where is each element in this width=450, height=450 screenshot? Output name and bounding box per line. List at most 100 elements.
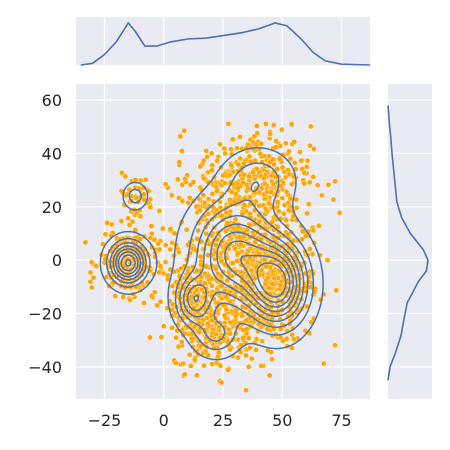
scatter-point <box>240 334 246 341</box>
scatter-point <box>245 185 251 191</box>
scatter-point <box>175 176 181 183</box>
scatter-point <box>157 298 164 305</box>
scatter-point <box>187 363 194 369</box>
scatter-point <box>243 352 249 359</box>
scatter-point <box>258 185 265 192</box>
scatter-point <box>251 275 258 282</box>
scatter-point <box>228 146 234 153</box>
scatter-point <box>247 255 253 262</box>
scatter-point <box>281 168 288 175</box>
scatter-point <box>178 265 184 272</box>
scatter-point <box>246 153 253 160</box>
scatter-point <box>205 196 212 202</box>
x-tick-label: 50 <box>272 411 292 430</box>
scatter-point <box>282 140 289 147</box>
scatter-point <box>330 196 337 203</box>
scatter-point <box>158 334 165 340</box>
scatter-point <box>233 308 239 314</box>
scatter-point <box>160 323 167 330</box>
scatter-point <box>228 162 234 168</box>
scatter-point <box>185 199 191 206</box>
scatter-point <box>262 281 269 288</box>
right-marginal-panel <box>387 84 432 399</box>
scatter-point <box>141 300 147 306</box>
scatter-point <box>333 287 340 294</box>
scatter-point <box>112 293 119 299</box>
scatter-point <box>293 204 300 211</box>
scatter-point <box>162 181 169 187</box>
scatter-point <box>176 159 183 165</box>
scatter-point <box>102 231 109 238</box>
scatter-point <box>156 208 163 214</box>
y-axis-tick-labels: −40 −20 0 20 40 60 <box>28 91 62 377</box>
scatter-point <box>223 228 229 234</box>
scatter-point <box>87 278 94 285</box>
scatter-point <box>291 160 298 166</box>
scatter-point <box>190 246 196 252</box>
scatter-point <box>197 207 203 214</box>
scatter-point <box>209 162 216 169</box>
scatter-point <box>263 121 269 127</box>
scatter-point <box>213 266 219 273</box>
scatter-point <box>277 282 284 289</box>
scatter-point <box>225 326 232 333</box>
scatter-point <box>224 277 231 284</box>
scatter-point <box>306 179 313 186</box>
scatter-point <box>156 246 163 253</box>
scatter-point <box>217 141 223 147</box>
scatter-point <box>193 203 200 210</box>
scatter-point <box>263 263 269 270</box>
scatter-point <box>301 180 308 187</box>
scatter-point <box>253 165 260 172</box>
scatter-point <box>197 163 204 170</box>
scatter-point <box>314 182 321 188</box>
x-tick-label: 0 <box>159 411 169 430</box>
scatter-point <box>286 171 293 178</box>
scatter-point <box>175 249 182 256</box>
scatter-point <box>225 367 231 373</box>
scatter-point <box>179 148 185 154</box>
scatter-point <box>271 161 277 168</box>
scatter-point <box>159 225 166 232</box>
scatter-point <box>224 220 231 226</box>
scatter-point <box>256 218 263 225</box>
scatter-point <box>93 263 99 269</box>
scatter-point <box>173 334 179 341</box>
scatter-point <box>251 133 258 140</box>
scatter-point <box>197 253 204 260</box>
scatter-point <box>178 339 185 345</box>
scatter-point <box>213 207 220 214</box>
scatter-point <box>258 362 265 369</box>
scatter-point <box>275 208 282 214</box>
scatter-point <box>148 292 155 299</box>
scatter-point <box>243 387 249 394</box>
scatter-point <box>307 123 314 130</box>
scatter-point <box>186 194 193 201</box>
scatter-point <box>118 218 125 224</box>
scatter-point <box>319 192 325 199</box>
scatter-point <box>148 223 155 229</box>
scatter-point <box>200 192 207 198</box>
scatter-point <box>332 342 338 349</box>
top-marginal-panel <box>76 17 371 66</box>
scatter-point <box>270 122 277 128</box>
scatter-point <box>258 140 265 147</box>
scatter-point <box>204 252 211 258</box>
scatter-point <box>304 210 310 217</box>
scatter-point <box>235 184 241 191</box>
scatter-point <box>246 173 252 180</box>
scatter-point <box>125 215 131 222</box>
scatter-point <box>179 198 186 204</box>
scatter-point <box>223 306 230 313</box>
scatter-point <box>218 379 225 386</box>
scatter-point <box>208 150 215 157</box>
y-tick-label: −20 <box>28 305 62 324</box>
joint-panel <box>76 84 370 399</box>
y-marginal-kde-line <box>387 105 429 381</box>
scatter-point <box>227 346 233 353</box>
scatter-point <box>237 133 243 140</box>
y-tick-label: 40 <box>42 144 62 163</box>
scatter-point <box>229 136 236 143</box>
scatter-point <box>253 123 260 129</box>
scatter-point <box>142 176 149 183</box>
